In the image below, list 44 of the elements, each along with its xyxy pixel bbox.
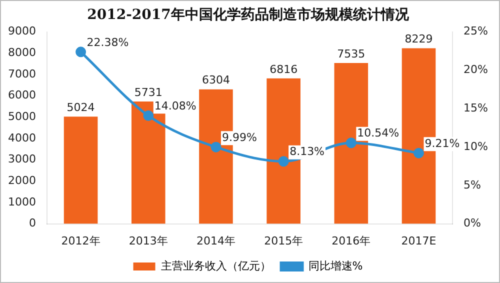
point — [346, 138, 356, 148]
y2-tick-label: 10% — [464, 140, 488, 153]
data-label: 9.99% — [222, 130, 257, 144]
y-tick-label: 8000 — [8, 46, 36, 59]
y-tick-label: 4000 — [8, 131, 36, 144]
point — [278, 156, 289, 167]
point — [76, 46, 86, 58]
data-label: 9.21% — [424, 136, 460, 150]
x-tick-label: 2016年 — [332, 234, 371, 248]
data-label: 5024 — [66, 100, 95, 114]
legend-label: 同比增速% — [308, 259, 363, 272]
y-tick-label: 6000 — [8, 88, 36, 102]
y-tick-label: 1000 — [8, 195, 36, 208]
data-label: 22.38% — [86, 36, 129, 49]
y-tick-label: 9000 — [8, 24, 36, 38]
y2-tick-label: 25% — [464, 24, 488, 38]
data-label: 6816 — [270, 62, 298, 76]
data-label: 8229 — [404, 32, 433, 46]
y2-tick-label: 5% — [464, 178, 482, 192]
y-tick-label: 5000 — [8, 110, 36, 123]
y-tick-label: 7000 — [8, 67, 36, 80]
x-tick-label: 2012年 — [61, 234, 100, 248]
chart-title: 2012-2017年中国化学药品制造市场规模统计情况 — [87, 6, 410, 24]
legend-label: 主营业务收入（亿元） — [160, 259, 271, 272]
x-tick-label: 2017E — [401, 234, 436, 248]
bar — [64, 116, 98, 224]
data-label: 7535 — [337, 47, 366, 60]
point — [143, 110, 154, 121]
x-tick-label: 2014年 — [196, 234, 236, 248]
y2-tick-label: 20% — [464, 63, 488, 76]
data-label: 8.13% — [290, 145, 325, 158]
data-label: 6304 — [202, 74, 230, 87]
point — [414, 148, 424, 158]
y-tick-label: 2000 — [8, 174, 36, 187]
y2-tick-label: 15% — [464, 101, 488, 114]
point — [210, 142, 222, 152]
x-tick-label: 2015年 — [264, 234, 304, 248]
x-tick-label: 2013年 — [128, 234, 168, 248]
y-tick-label: 0 — [28, 216, 36, 230]
y2-tick-label: 0% — [464, 216, 482, 230]
data-label: 14.08% — [154, 100, 196, 113]
y-tick-label: 3000 — [8, 152, 36, 166]
data-label: 5731 — [134, 86, 162, 99]
data-label: 10.54% — [357, 126, 400, 140]
